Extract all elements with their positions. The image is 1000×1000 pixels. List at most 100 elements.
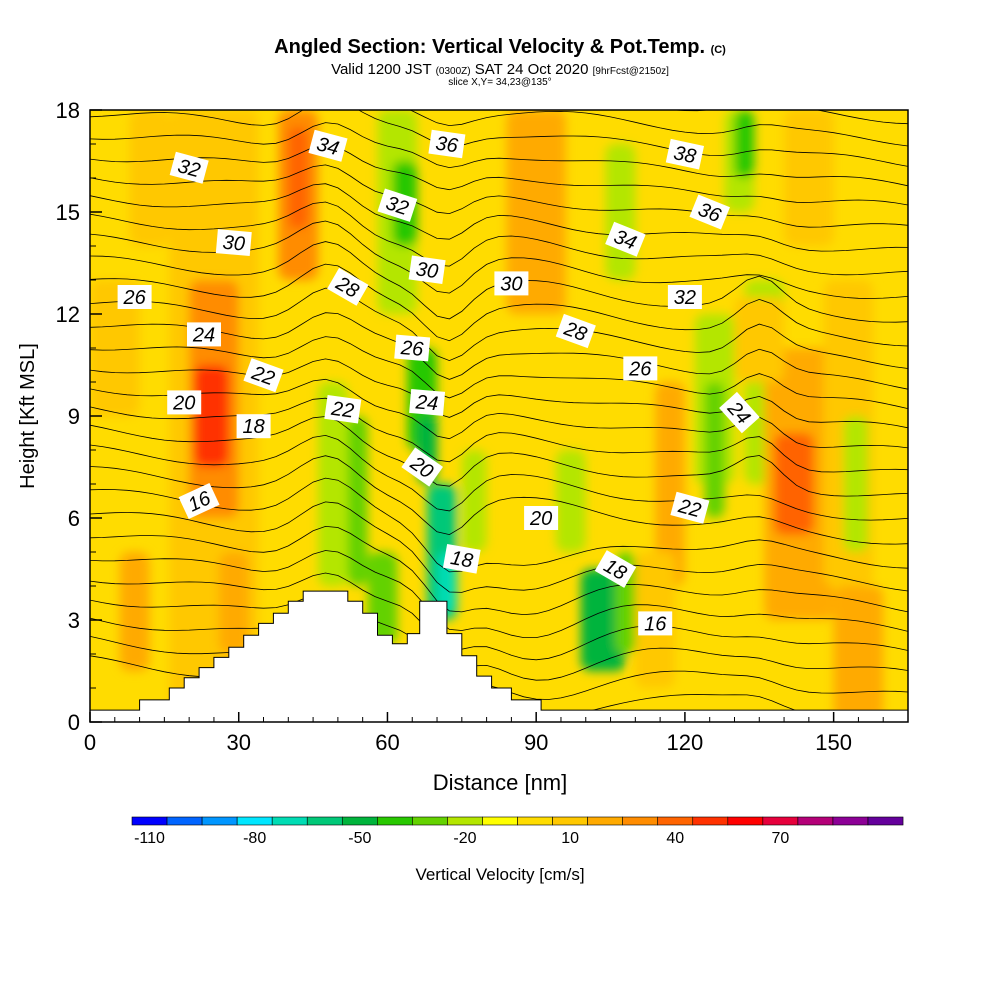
field-cell <box>318 382 348 586</box>
theta-contour-line <box>90 110 908 167</box>
colorbar-swatch <box>482 816 518 826</box>
theta-contour-line <box>90 287 908 369</box>
contour-label-box <box>169 151 209 184</box>
colorbar-swatch <box>657 816 694 826</box>
colorbar-swatch <box>377 816 413 826</box>
x-tick-label: 90 <box>524 730 548 755</box>
field-cell <box>704 382 725 518</box>
contour-label-box <box>215 229 252 257</box>
theta-contour-line <box>90 434 908 521</box>
contour-label: 34 <box>605 221 646 257</box>
contour-label-box <box>236 414 271 439</box>
theta-contour-line <box>90 477 908 573</box>
contour-label-box <box>524 506 559 530</box>
contour-label-box <box>377 188 418 222</box>
contour-label: 28 <box>555 313 596 349</box>
field-cell <box>580 569 626 671</box>
field-cell <box>90 280 140 416</box>
theta-contour-line <box>90 336 908 409</box>
contour-label-box <box>167 390 202 415</box>
field-blobs <box>90 110 884 722</box>
contour-label-text: 18 <box>449 547 475 573</box>
contour-label-box <box>719 391 760 434</box>
y-axis-label: Height [Kft MSL] <box>17 343 39 489</box>
contour-label: 30 <box>408 255 446 285</box>
colorbar-swatch <box>517 816 553 826</box>
colorbar-swatch <box>447 816 483 826</box>
contour-label-box <box>638 611 673 636</box>
theta-contour-line <box>90 263 908 347</box>
colorbar-tick-label: 40 <box>666 830 684 847</box>
contour-label-box <box>667 285 702 309</box>
contour-label-text: 20 <box>172 392 195 414</box>
colorbar-tick-label: -50 <box>348 830 371 847</box>
contour-label-text: 22 <box>329 398 355 423</box>
colorbar-swatch <box>727 816 764 826</box>
contour-label-box <box>605 221 646 257</box>
contour-label-box <box>689 194 730 230</box>
contour-label-text: 24 <box>192 324 215 346</box>
theta-contour-line <box>90 312 908 390</box>
colorbar-swatch <box>797 816 834 826</box>
contour-label-text: 26 <box>399 337 425 361</box>
colorbar-swatch <box>306 816 343 826</box>
theta-contour-line <box>90 501 908 593</box>
contour-label: 24 <box>187 322 221 347</box>
colorbar-tick-label: -20 <box>453 830 476 847</box>
x-axis-label: Distance [nm] <box>433 770 568 795</box>
terrain <box>89 590 909 723</box>
theta-contour-line <box>90 144 908 206</box>
contour-label: 22 <box>243 358 284 393</box>
contour-label-box <box>670 491 710 524</box>
contour-label: 30 <box>215 229 252 257</box>
y-axis: 0 3 6 9 12 15 18 <box>56 98 102 735</box>
field-cell <box>655 382 685 586</box>
x-tick-label: 150 <box>815 730 852 755</box>
x-axis: 0 30 60 90 120 150 <box>84 712 884 755</box>
colorbar-swatch <box>166 816 203 826</box>
colorbar-swatch <box>131 816 168 826</box>
contour-label-box <box>555 313 596 349</box>
contour-label-box <box>117 285 152 309</box>
theta-contour-line <box>90 593 908 681</box>
contour-label: 32 <box>667 285 702 309</box>
contour-label-box <box>442 544 481 574</box>
colorbar-tick-label: 70 <box>771 830 789 847</box>
chart-title: Angled Section: Vertical Velocity & Pot.… <box>274 36 726 58</box>
theta-contour-line <box>90 525 908 616</box>
colorbar-swatch <box>341 816 378 826</box>
field-cell <box>774 433 814 535</box>
contour-label-box <box>594 550 637 588</box>
x-tick-label: 60 <box>375 730 399 755</box>
contour-label-box <box>243 358 284 393</box>
contour-label-text: 30 <box>222 232 246 256</box>
field-cell <box>288 127 309 229</box>
field-cell <box>605 144 636 280</box>
contour-label-text: 30 <box>414 258 439 283</box>
colorbar: -110 -80 -50 -20 10 40 70 <box>131 816 904 847</box>
contour-label: 24 <box>409 388 446 416</box>
colorbar-label: Vertical Velocity [cm/s] <box>415 865 584 884</box>
y-tick-label: 0 <box>68 710 80 735</box>
colorbar-swatch <box>271 816 308 826</box>
field-cell <box>556 450 586 552</box>
contour-label-box <box>408 255 446 285</box>
colorbar-swatch <box>622 816 659 826</box>
contour-label: 26 <box>623 356 658 381</box>
contour-label-text: 26 <box>628 358 652 380</box>
field-cell <box>734 110 755 178</box>
contour-label-box <box>665 138 705 170</box>
contour-label: 32 <box>377 188 418 222</box>
contour-label-text: 18 <box>242 416 264 438</box>
contour-label: 34 <box>308 129 348 162</box>
colorbar-tick-label: -80 <box>243 830 266 847</box>
contour-label-box <box>308 129 348 162</box>
contour-label-text: 16 <box>644 613 667 635</box>
contour-label-text: 36 <box>434 133 460 158</box>
field-cell <box>843 416 869 552</box>
theta-contour-line <box>408 110 908 147</box>
contour-label-box <box>428 129 466 159</box>
contour-label: 26 <box>117 285 152 309</box>
contour-label-box <box>187 322 221 347</box>
